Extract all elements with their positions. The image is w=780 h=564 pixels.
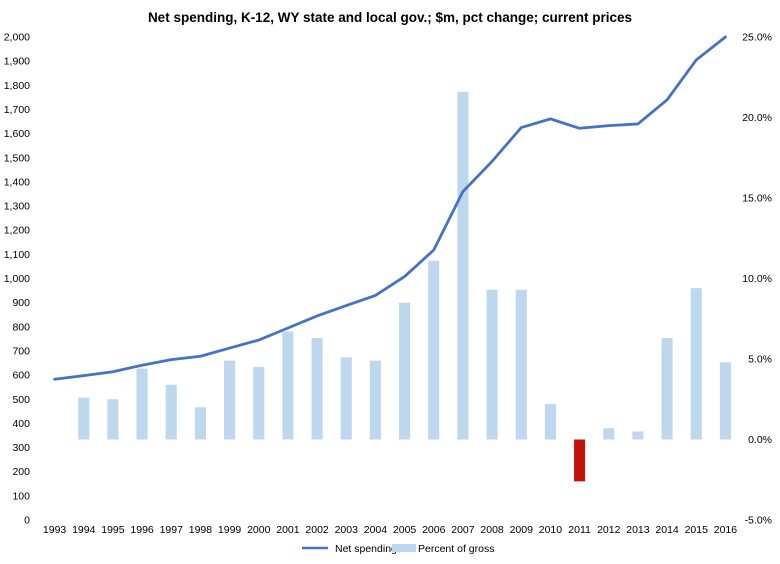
bar-1997 xyxy=(165,384,177,440)
bar-1998 xyxy=(194,407,206,440)
x-tick-label: 1996 xyxy=(130,524,154,536)
x-tick-label: 2008 xyxy=(480,524,504,536)
bar-2007 xyxy=(457,91,469,440)
bar-2009 xyxy=(515,289,527,440)
bar-2004 xyxy=(369,360,381,440)
bar-2014 xyxy=(661,338,673,440)
left-tick-label: 1,400 xyxy=(4,176,30,188)
line-layer xyxy=(53,35,727,381)
x-tick-label: 1998 xyxy=(189,524,213,536)
bar-1999 xyxy=(224,360,236,440)
left-tick-label: 2,000 xyxy=(4,32,30,44)
left-tick-label: 300 xyxy=(12,442,30,454)
x-tick-label: 2009 xyxy=(510,524,534,536)
right-tick-label: 15.0% xyxy=(742,193,772,205)
right-axis: -5.0% 0.0% 5.0% 10.0% 15.0% 20.0% 25.0% xyxy=(742,32,772,527)
x-tick-label: 2005 xyxy=(393,524,417,536)
bar-2011 xyxy=(574,439,586,482)
x-tick-label: 2011 xyxy=(568,524,591,536)
right-tick-label: 10.0% xyxy=(742,273,772,285)
line-net-spending xyxy=(53,35,727,381)
bars-layer xyxy=(78,91,731,482)
legend: Net spending Percent of gross xyxy=(302,543,494,555)
legend-swatch-percent-of-gross xyxy=(392,544,416,552)
bar-2005 xyxy=(399,302,411,440)
x-tick-label: 2004 xyxy=(364,524,388,536)
x-tick-label: 2003 xyxy=(335,524,359,536)
left-tick-label: 1,700 xyxy=(4,104,30,116)
bar-2003 xyxy=(340,357,352,440)
x-tick-label: 1993 xyxy=(43,524,67,536)
x-tick-label: 2016 xyxy=(714,524,738,536)
bar-2015 xyxy=(690,288,702,440)
right-tick-label: 0.0% xyxy=(748,434,772,446)
x-tick-label: 2013 xyxy=(626,524,650,536)
left-tick-label: 1,500 xyxy=(4,152,30,164)
chart-title: Net spending, K-12, WY state and local g… xyxy=(148,10,632,25)
bar-2000 xyxy=(253,367,265,440)
x-tick-label: 2012 xyxy=(597,524,621,536)
x-tick-label: 2000 xyxy=(247,524,271,536)
left-tick-label: 900 xyxy=(12,297,30,309)
bar-2002 xyxy=(311,338,323,440)
right-tick-label: 20.0% xyxy=(742,112,772,124)
left-tick-label: 800 xyxy=(12,321,30,333)
x-tick-label: 1994 xyxy=(72,524,96,536)
right-tick-label: 25.0% xyxy=(742,32,772,44)
bar-1995 xyxy=(107,399,119,440)
x-tick-label: 2006 xyxy=(422,524,446,536)
bar-1994 xyxy=(78,397,90,440)
bar-2001 xyxy=(282,331,294,440)
left-tick-label: 0 xyxy=(24,515,30,527)
x-axis: 1993 1994 1995 1996 1997 1998 1999 2000 2001 2002… xyxy=(43,524,737,536)
x-tick-label: 2014 xyxy=(655,524,679,536)
x-tick-label: 1999 xyxy=(218,524,242,536)
right-tick-label: -5.0% xyxy=(745,515,772,527)
x-tick-label: 2015 xyxy=(685,524,709,536)
x-tick-label: 2001 xyxy=(276,524,300,536)
left-tick-label: 400 xyxy=(12,418,30,430)
left-tick-label: 1,300 xyxy=(4,201,30,213)
x-tick-label: 1995 xyxy=(101,524,125,536)
right-tick-label: 5.0% xyxy=(748,354,772,366)
x-tick-label: 2002 xyxy=(305,524,329,536)
bar-2008 xyxy=(486,289,498,440)
left-tick-label: 600 xyxy=(12,370,30,382)
left-axis: 0 100 200 300 400 500 600 700 800 900 1,000 1,100 1,… xyxy=(4,32,30,527)
left-tick-label: 1,900 xyxy=(4,56,30,68)
bar-2016 xyxy=(719,362,731,440)
left-tick-label: 200 xyxy=(12,466,30,478)
x-tick-label: 2007 xyxy=(451,524,475,536)
left-tick-label: 1,000 xyxy=(4,273,30,285)
bar-2010 xyxy=(544,404,556,440)
bar-2012 xyxy=(603,428,615,440)
left-tick-label: 100 xyxy=(12,490,30,502)
bar-2013 xyxy=(632,431,644,440)
left-tick-label: 1,800 xyxy=(4,80,30,92)
bar-2006 xyxy=(428,260,440,440)
x-tick-label: 2010 xyxy=(539,524,563,536)
left-tick-label: 1,600 xyxy=(4,128,30,140)
bar-1996 xyxy=(136,368,148,440)
left-tick-label: 700 xyxy=(12,345,30,357)
x-tick-label: 1997 xyxy=(160,524,184,536)
left-tick-label: 1,200 xyxy=(4,225,30,237)
legend-label-net-spending: Net spending xyxy=(335,543,397,555)
left-tick-label: 1,100 xyxy=(4,249,30,261)
left-tick-label: 500 xyxy=(12,394,30,406)
legend-label-percent-of-gross: Percent of gross xyxy=(418,543,494,555)
